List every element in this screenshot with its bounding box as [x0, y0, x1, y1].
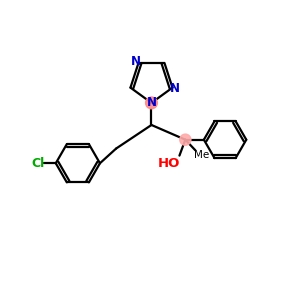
Circle shape [180, 134, 191, 145]
Circle shape [146, 97, 158, 109]
Text: Me: Me [194, 150, 210, 160]
Text: HO: HO [158, 157, 180, 170]
Text: N: N [170, 82, 180, 95]
Text: Cl: Cl [32, 157, 45, 170]
Text: N: N [146, 96, 157, 110]
Text: N: N [131, 55, 141, 68]
